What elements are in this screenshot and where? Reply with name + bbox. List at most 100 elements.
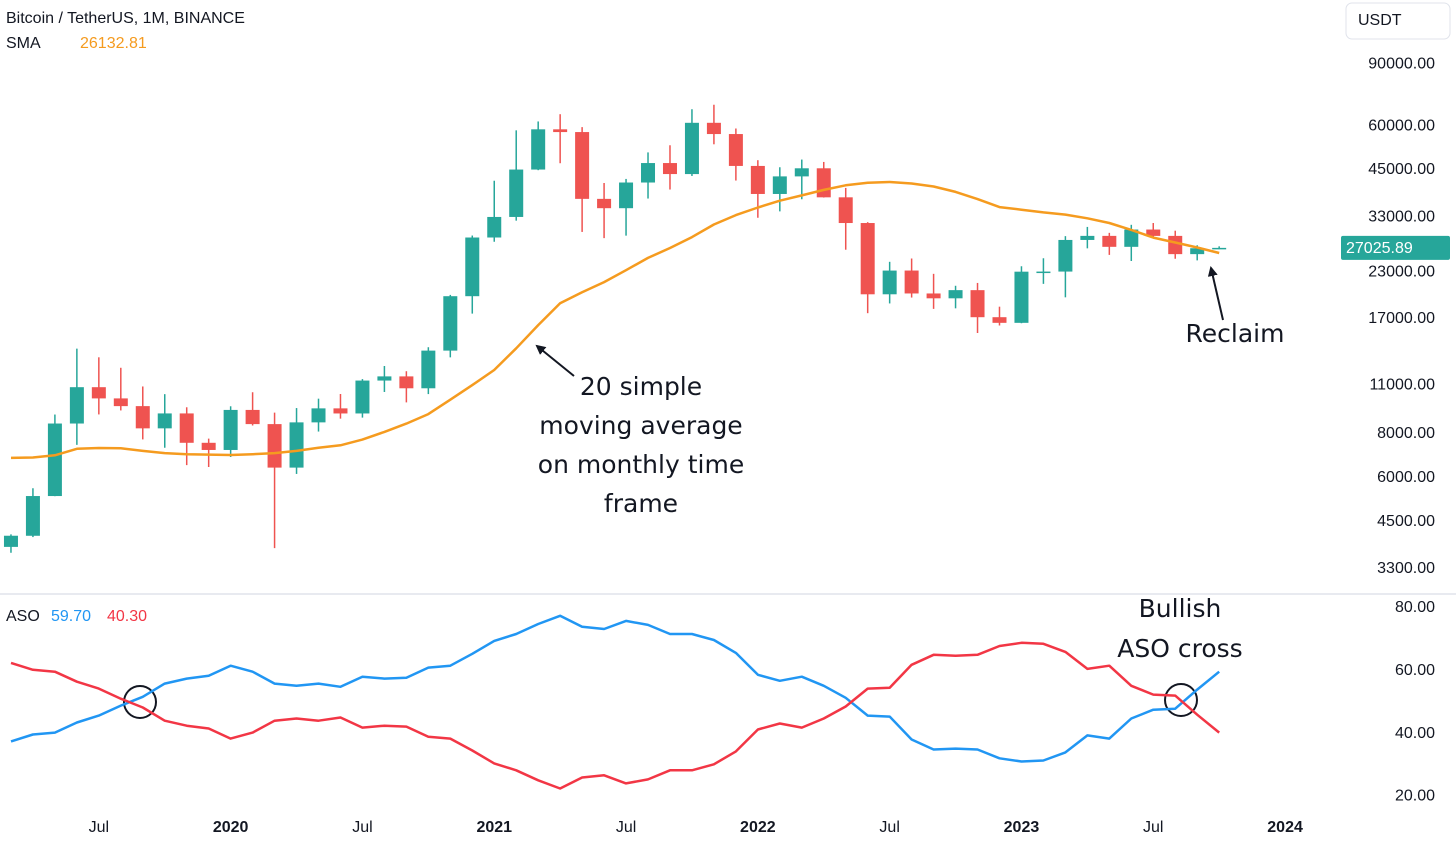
- y-tick-label: 80.00: [1395, 599, 1435, 616]
- y-tick-label: 40.00: [1395, 725, 1435, 742]
- sma-legend: SMA: [6, 35, 41, 52]
- candle-body: [860, 223, 875, 295]
- candle-body: [509, 169, 524, 217]
- y-tick-label: 33000.00: [1368, 209, 1435, 226]
- candle-body: [135, 406, 150, 429]
- candle-body: [904, 270, 919, 294]
- candle-body: [970, 290, 985, 318]
- candle-body: [641, 163, 656, 183]
- candle-body: [1124, 229, 1139, 247]
- candle-body: [377, 376, 392, 381]
- cross-circle: [1164, 683, 1198, 717]
- cross-circle: [123, 685, 157, 719]
- candle-body: [728, 134, 743, 166]
- currency-button[interactable]: [1345, 2, 1451, 40]
- candle-body: [487, 216, 502, 238]
- y-tick-label: 17000.00: [1368, 310, 1435, 327]
- candle-body: [992, 317, 1007, 323]
- aso-title: ASO: [6, 608, 40, 625]
- y-tick-label: 90000.00: [1368, 55, 1435, 72]
- candle-body: [399, 376, 414, 389]
- candle-body: [948, 290, 963, 299]
- annotation-arrow: [535, 344, 575, 377]
- annotation: ASO cross: [1117, 634, 1242, 663]
- line-series: [10, 641, 1220, 790]
- y-tick-label: 3300.00: [1377, 560, 1435, 577]
- candle-body: [69, 387, 84, 424]
- candle-body: [1080, 235, 1095, 240]
- y-tick-label: 6000.00: [1377, 469, 1435, 486]
- candle-body: [619, 182, 634, 209]
- annotation: Bullish: [1139, 594, 1222, 623]
- candle-body: [750, 165, 765, 194]
- line-series: [10, 180, 1220, 460]
- price-label-box: [1341, 235, 1450, 260]
- candle-body: [882, 270, 897, 295]
- aso-bull-value: 59.70: [51, 608, 91, 625]
- candle-body: [794, 168, 809, 177]
- candle-body: [1146, 229, 1161, 236]
- chart-title: Bitcoin / TetherUS, 1M, BINANCE: [6, 10, 245, 27]
- candle-body: [575, 132, 590, 199]
- candle-body: [113, 398, 128, 407]
- candle-body: [531, 129, 546, 170]
- candle-body: [47, 423, 62, 497]
- x-tick-label: 2020: [213, 819, 249, 836]
- x-tick-label: Jul: [89, 819, 109, 836]
- annotation: moving average: [539, 411, 742, 440]
- y-tick-label: 20.00: [1395, 788, 1435, 805]
- annotation: 20 simple: [580, 372, 702, 401]
- candle-body: [267, 424, 282, 468]
- candle-body: [1190, 248, 1205, 255]
- candle-body: [1102, 235, 1117, 247]
- candle-body: [311, 408, 326, 423]
- y-tick-label: 23000.00: [1368, 264, 1435, 281]
- candle-body: [772, 176, 787, 194]
- candle-body: [684, 122, 699, 175]
- candle-body: [1036, 271, 1051, 274]
- x-tick-label: Jul: [879, 819, 899, 836]
- candle-body: [333, 408, 348, 414]
- candle-body: [201, 442, 216, 450]
- candle-body: [1058, 239, 1073, 272]
- candle-body: [1212, 247, 1227, 250]
- y-tick-label: 4500.00: [1377, 513, 1435, 530]
- annotation: on monthly time: [538, 450, 744, 479]
- candle-body: [816, 168, 831, 198]
- candle-body: [553, 129, 568, 133]
- candle-body: [421, 350, 436, 389]
- candle-body: [3, 535, 18, 547]
- candle-body: [355, 380, 370, 414]
- aso-bear-value: 40.30: [107, 608, 147, 625]
- candle-body: [245, 409, 260, 425]
- annotation: Reclaim: [1186, 319, 1285, 348]
- line-series: [10, 614, 1220, 763]
- x-tick-label: Jul: [616, 819, 636, 836]
- candle-body: [926, 293, 941, 299]
- annotation-arrow: [1207, 266, 1224, 321]
- candle-body: [91, 387, 106, 399]
- candle-body: [597, 198, 612, 209]
- y-tick-label: 11000.00: [1369, 376, 1435, 393]
- y-tick-label: 8000.00: [1377, 425, 1435, 442]
- candle-body: [157, 413, 172, 429]
- x-tick-label: 2023: [1004, 819, 1040, 836]
- sma-value: 26132.81: [80, 35, 147, 52]
- candle-body: [289, 422, 304, 468]
- y-tick-label: 60.00: [1395, 662, 1435, 679]
- y-tick-label: 45000.00: [1368, 161, 1435, 178]
- candle-body: [662, 163, 677, 175]
- price-label: 27025.89: [1346, 240, 1413, 257]
- annotation: frame: [604, 489, 678, 518]
- currency-label[interactable]: USDT: [1358, 12, 1402, 29]
- candle-body: [223, 409, 238, 450]
- candle-body: [1168, 235, 1183, 255]
- candle-body: [1014, 271, 1029, 323]
- candle-body: [443, 296, 458, 351]
- x-tick-label: 2021: [476, 819, 512, 836]
- x-tick-label: 2024: [1267, 819, 1303, 836]
- x-tick-label: 2022: [740, 819, 776, 836]
- candle-body: [25, 496, 40, 536]
